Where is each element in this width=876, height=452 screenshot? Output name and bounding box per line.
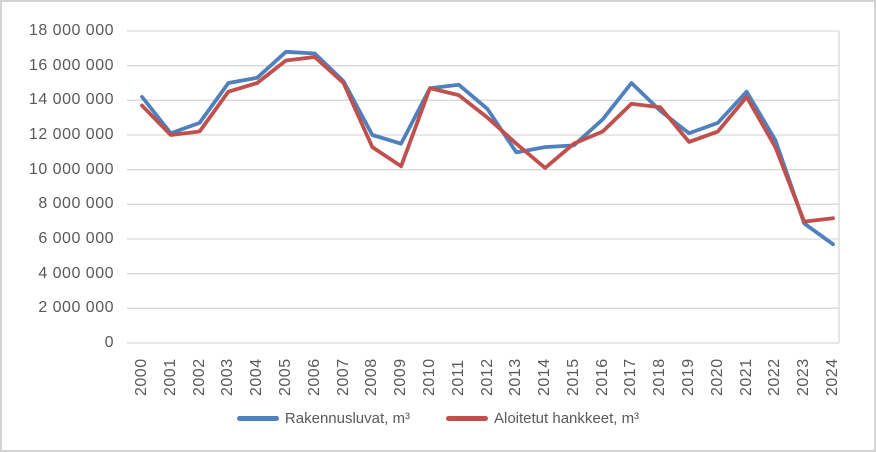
y-axis-tick-label: 14 000 000 (28, 91, 114, 109)
x-axis-tick-label: 2021 (737, 358, 755, 396)
legend: Rakennusluvat, m³ Aloitetut hankkeet, m³ (2, 410, 874, 427)
legend-line-swatch (236, 416, 279, 421)
x-axis-tick-label: 2016 (593, 358, 611, 396)
series-line-aloitetut-hankkeet-m (140, 55, 835, 224)
y-axis-tick-label: 10 000 000 (28, 160, 114, 178)
x-axis-tick-label: 2009 (392, 358, 410, 396)
x-axis-tick-label: 2012 (478, 358, 496, 396)
x-axis-tick-label: 2001 (161, 358, 179, 396)
x-axis-tick-label: 2014 (536, 358, 554, 396)
y-axis-tick-label: 6 000 000 (38, 230, 114, 247)
legend-item: Aloitetut hankkeet, m³ (445, 410, 640, 427)
x-axis-tick-label: 2004 (248, 358, 266, 396)
x-axis-tick-label: 2008 (363, 358, 381, 396)
x-axis-tick-label: 2003 (219, 358, 237, 396)
y-axis-tick-label: 4 000 000 (38, 264, 114, 282)
x-axis-tick-label: 2020 (708, 358, 726, 396)
y-axis-tick-label: 12 000 000 (28, 126, 114, 143)
legend-label: Rakennusluvat, m³ (284, 410, 410, 427)
legend-line-swatch (445, 416, 488, 421)
y-axis-tick-label: 0 (104, 334, 114, 351)
x-axis-tick-label: 2023 (795, 358, 813, 396)
x-axis-tick-label: 2000 (133, 358, 150, 396)
legend-label: Aloitetut hankkeet, m³ (493, 410, 640, 427)
y-axis-tick-label: 18 000 000 (28, 22, 114, 39)
y-axis-tick-label: 16 000 000 (28, 56, 114, 74)
x-axis-tick-label: 2024 (824, 358, 841, 396)
x-axis-tick-label: 2022 (766, 358, 784, 396)
x-axis-tick-label: 2017 (622, 358, 640, 396)
x-axis-tick-label: 2005 (276, 358, 294, 396)
x-axis-tick-label: 2013 (507, 358, 525, 396)
y-axis-tick-label: 2 000 000 (38, 299, 114, 317)
x-axis-tick-label: 2018 (651, 358, 669, 396)
legend-item: Rakennusluvat, m³ (236, 410, 410, 427)
x-axis-tick-label: 2010 (420, 358, 438, 396)
x-axis-tick-label: 2002 (190, 358, 208, 396)
x-axis-tick-label: 2019 (680, 358, 698, 396)
series-line-rakennusluvat-m (140, 49, 835, 247)
x-axis-tick-label: 2011 (449, 359, 467, 396)
x-axis-tick-label: 2006 (305, 358, 323, 396)
x-axis-tick-label: 2007 (334, 358, 352, 396)
x-axis-tick-label: 2015 (564, 358, 582, 396)
y-axis-tick-label: 8 000 000 (38, 195, 114, 213)
